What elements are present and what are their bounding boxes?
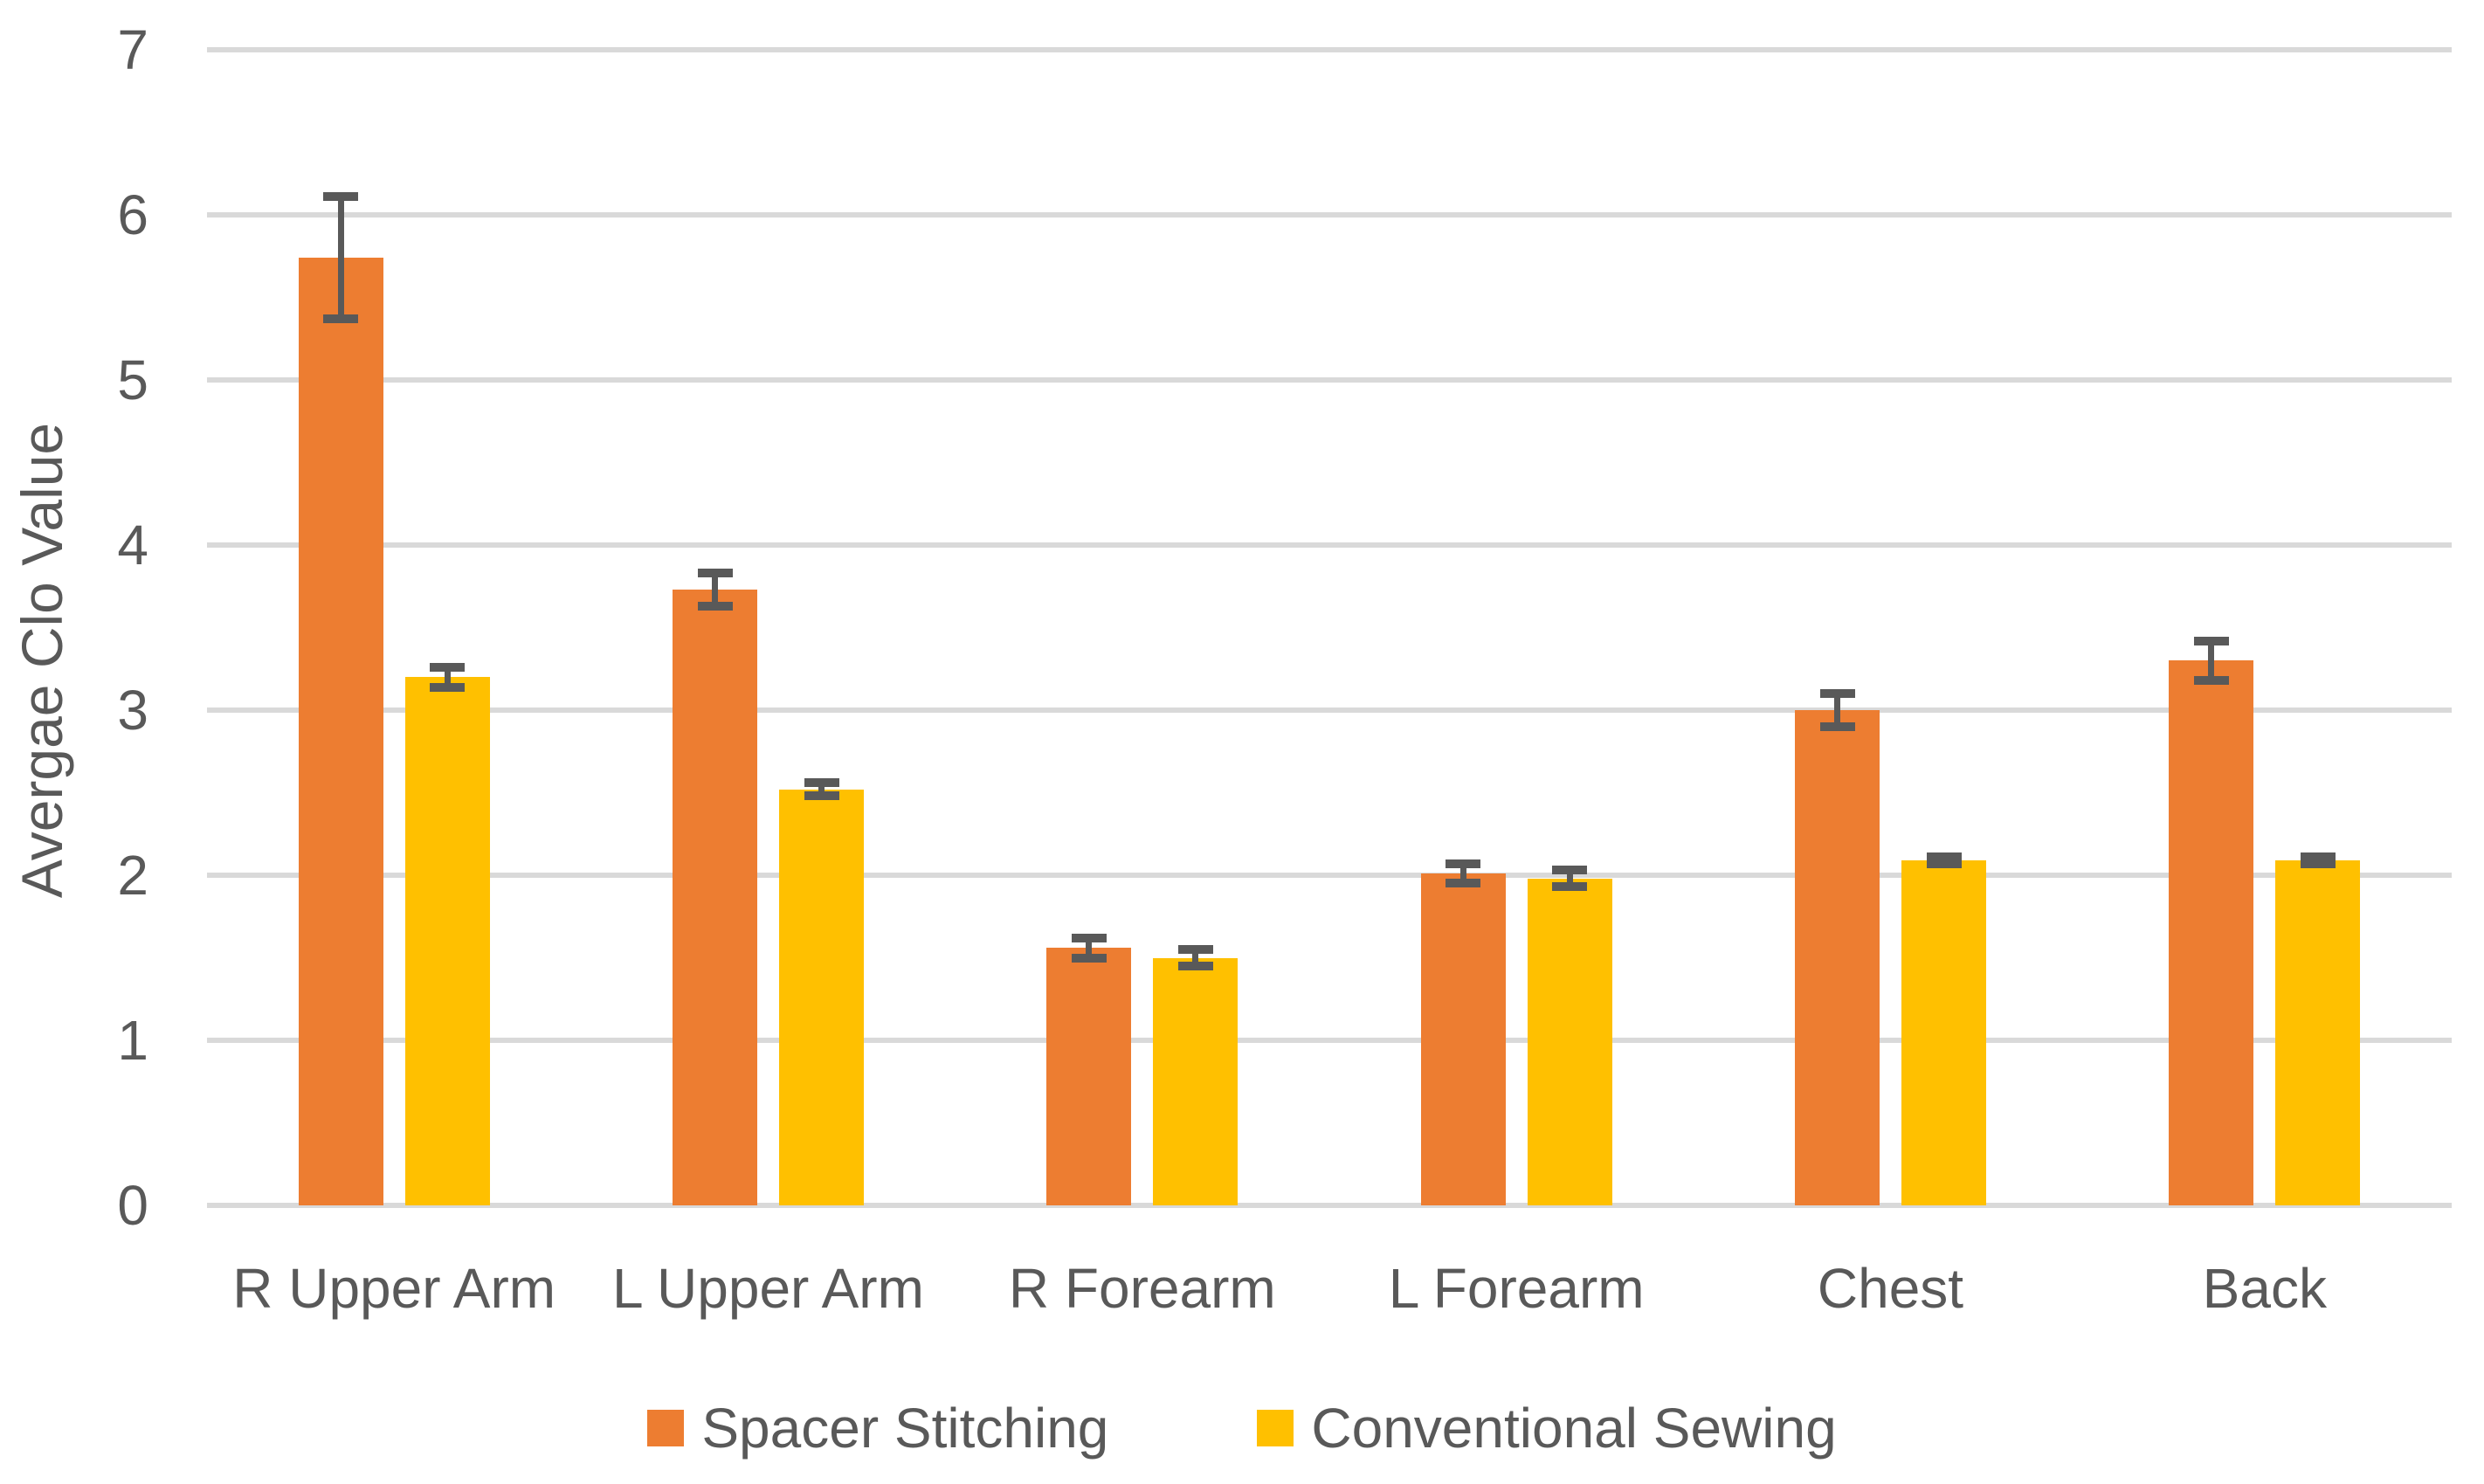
error-bar-cap-bottom bbox=[804, 791, 839, 801]
error-bar-cap-top bbox=[804, 778, 839, 788]
error-bar-cap-bottom bbox=[430, 682, 466, 692]
bar-conventional-sewing-r-forearm bbox=[1153, 957, 1239, 1205]
bar-conventional-sewing-l-upper-arm bbox=[779, 789, 864, 1205]
bar-spacer-stitching-chest bbox=[1795, 710, 1880, 1205]
gridline bbox=[207, 542, 2452, 548]
legend-item-conventional-sewing: Conventional Sewing bbox=[1257, 1396, 1837, 1460]
y-axis-tick-label: 0 bbox=[117, 1174, 148, 1237]
bar-conventional-sewing-back bbox=[2275, 859, 2361, 1205]
y-axis-tick-label: 6 bbox=[117, 183, 148, 246]
bar-conventional-sewing-l-forearm bbox=[1527, 878, 1612, 1205]
error-bar-cap-top bbox=[1819, 689, 1855, 699]
error-bar-line-spacer-stitching-r-forearm bbox=[1086, 937, 1093, 958]
gridline bbox=[207, 873, 2452, 878]
gridline bbox=[207, 377, 2452, 383]
bar-conventional-sewing-r-upper-arm bbox=[404, 677, 490, 1205]
gridline bbox=[207, 707, 2452, 713]
error-bar-cap-bottom bbox=[2193, 675, 2229, 685]
bar-spacer-stitching-r-upper-arm bbox=[298, 258, 383, 1205]
legend-swatch-conventional-sewing bbox=[1257, 1410, 1294, 1446]
y-axis-tick-label: 7 bbox=[117, 18, 148, 81]
y-axis-tick-label: 2 bbox=[117, 844, 148, 907]
legend-label-spacer-stitching: Spacer Stitching bbox=[701, 1397, 1109, 1460]
y-axis-tick-label: 1 bbox=[117, 1009, 148, 1072]
error-bar-line-spacer-stitching-r-upper-arm bbox=[337, 197, 344, 320]
x-category-label-back: Back bbox=[2202, 1257, 2327, 1320]
error-bar-line-conventional-sewing-r-upper-arm bbox=[444, 666, 451, 687]
bar-spacer-stitching-l-forearm bbox=[1420, 873, 1506, 1205]
bar-spacer-stitching-back bbox=[2169, 660, 2254, 1205]
legend-label-conventional-sewing: Conventional Sewing bbox=[1311, 1397, 1837, 1460]
error-bar-cap-top bbox=[1071, 933, 1107, 942]
x-category-label-r-forearm: R Forearm bbox=[1008, 1257, 1276, 1320]
error-bar-cap-top bbox=[2300, 852, 2336, 862]
error-bar-cap-bottom bbox=[1177, 961, 1213, 970]
gridline bbox=[207, 1038, 2452, 1043]
error-bar-cap-bottom bbox=[2300, 859, 2336, 868]
error-bar-line-conventional-sewing-r-forearm bbox=[1192, 949, 1199, 966]
error-bar-line-spacer-stitching-l-forearm bbox=[1459, 863, 1466, 884]
y-axis-tick-label: 3 bbox=[117, 679, 148, 742]
x-category-label-l-upper-arm: L Upper Arm bbox=[612, 1257, 924, 1320]
error-bar-cap-bottom bbox=[1819, 721, 1855, 731]
bar-conventional-sewing-chest bbox=[1901, 859, 1986, 1205]
error-bar-cap-top bbox=[1552, 866, 1588, 875]
legend-item-spacer-stitching: Spacer Stitching bbox=[647, 1396, 1108, 1460]
x-category-label-chest: Chest bbox=[1817, 1257, 1964, 1320]
gridline bbox=[207, 212, 2452, 217]
error-bar-cap-bottom bbox=[323, 314, 359, 324]
bar-spacer-stitching-r-forearm bbox=[1046, 948, 1132, 1205]
error-bar-line-spacer-stitching-chest bbox=[1834, 694, 1840, 727]
error-bar-cap-bottom bbox=[1926, 859, 1962, 868]
error-bar-line-spacer-stitching-l-upper-arm bbox=[712, 573, 718, 606]
error-bar-cap-top bbox=[1926, 852, 1962, 862]
y-axis-tick-label: 4 bbox=[117, 514, 148, 576]
bar-spacer-stitching-l-upper-arm bbox=[673, 590, 757, 1205]
gridline bbox=[207, 1203, 2452, 1208]
error-bar-cap-top bbox=[697, 569, 733, 578]
y-axis-tick-label: 5 bbox=[117, 349, 148, 411]
error-bar-cap-bottom bbox=[697, 601, 733, 611]
error-bar-cap-top bbox=[2193, 636, 2229, 645]
error-bar-line-conventional-sewing-l-upper-arm bbox=[818, 783, 825, 797]
error-bar-cap-bottom bbox=[1071, 953, 1107, 963]
error-bar-cap-bottom bbox=[1446, 879, 1481, 888]
error-bar-line-spacer-stitching-back bbox=[2208, 640, 2215, 680]
x-category-label-r-upper-arm: R Upper Arm bbox=[232, 1257, 556, 1320]
gridline bbox=[207, 47, 2452, 52]
error-bar-cap-top bbox=[323, 192, 359, 202]
error-bar-cap-top bbox=[430, 662, 466, 672]
error-bar-cap-bottom bbox=[1552, 882, 1588, 892]
error-bar-cap-top bbox=[1446, 859, 1481, 868]
error-bar-line-conventional-sewing-l-forearm bbox=[1566, 870, 1573, 887]
error-bar-cap-top bbox=[1177, 945, 1213, 955]
legend-swatch-spacer-stitching bbox=[647, 1410, 685, 1446]
x-category-label-l-forearm: L Forearm bbox=[1388, 1257, 1645, 1320]
legend: Spacer Stitching Conventional Sewing bbox=[0, 1396, 2484, 1460]
